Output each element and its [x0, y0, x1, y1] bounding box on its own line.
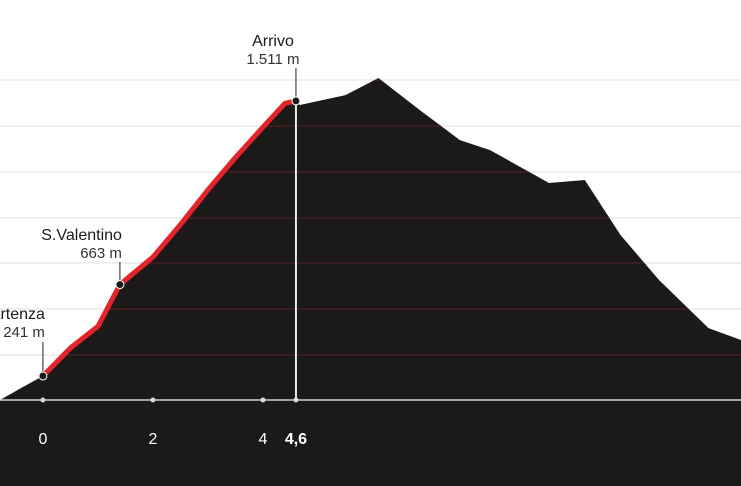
annotation-value: 663 m — [80, 245, 122, 262]
annotation-label: S.Valentino — [41, 227, 122, 244]
x-tick-label: 2 — [148, 431, 157, 448]
annotation-label: Partenza — [0, 306, 45, 323]
x-tick — [150, 397, 156, 403]
annotation-value: 241 m — [3, 324, 45, 341]
x-tick-label: 0 — [38, 431, 47, 448]
point-marker — [291, 96, 301, 106]
x-tick-label: 4,6 — [285, 431, 307, 448]
x-tick — [260, 397, 266, 403]
x-axis-band — [0, 400, 741, 486]
point-marker — [38, 371, 48, 381]
mountain-area — [0, 78, 741, 400]
point-marker — [115, 280, 125, 290]
annotation-value: 1.511 m — [246, 51, 299, 68]
x-tick — [40, 397, 46, 403]
route-line — [40, 98, 299, 379]
x-tick-label: 4 — [259, 431, 268, 448]
annotation-label: Arrivo — [252, 33, 294, 50]
